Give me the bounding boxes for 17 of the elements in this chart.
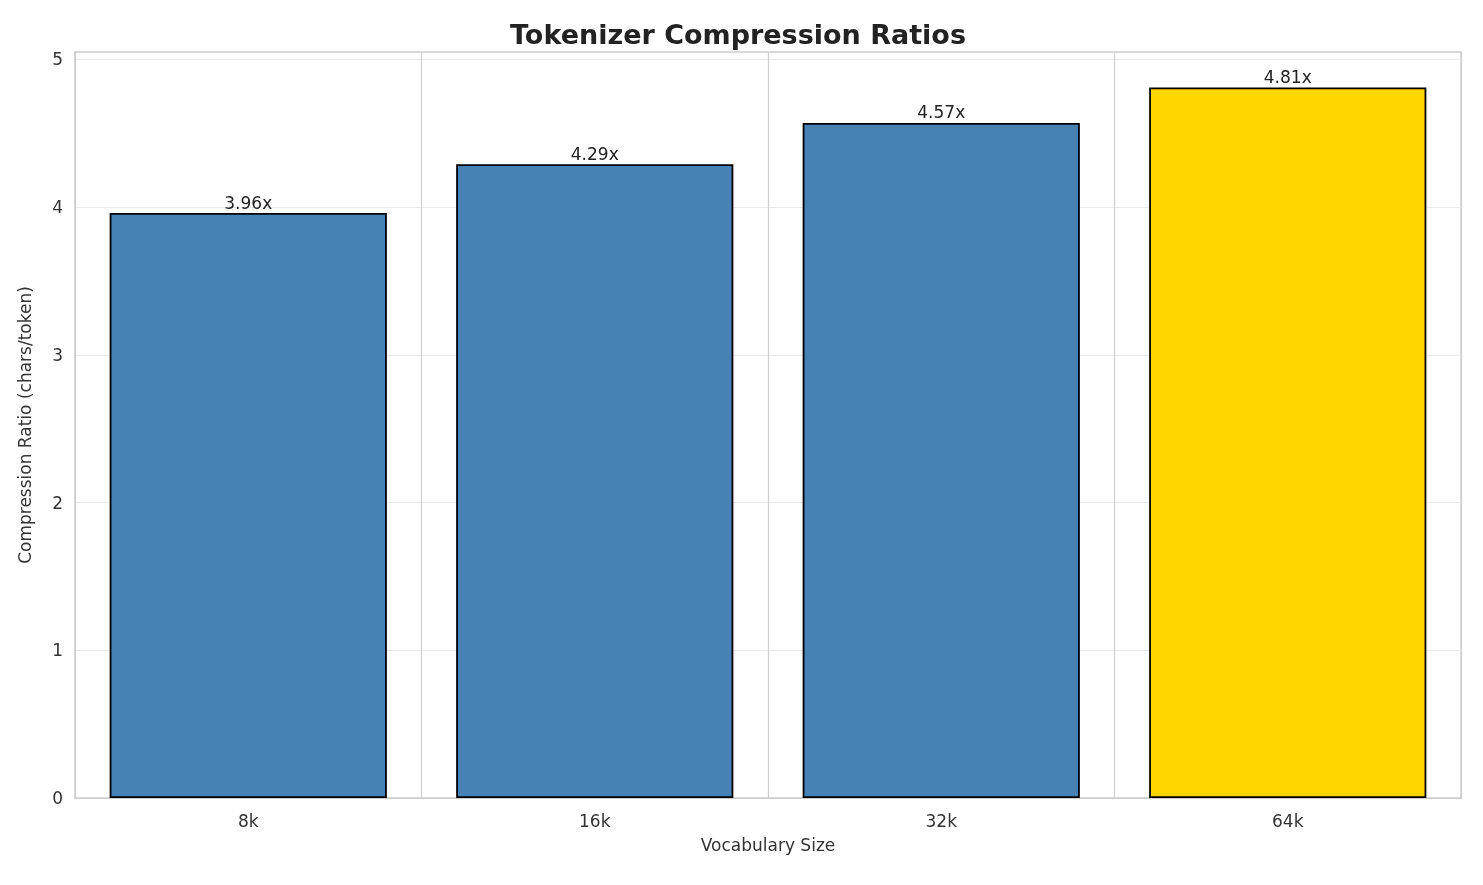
data-label: 4.57x [917, 102, 966, 123]
y-tick-label: 1 [52, 640, 63, 661]
data-label: 4.29x [570, 143, 619, 164]
y-tick-label: 0 [52, 788, 63, 808]
x-tick-label: 16k [579, 810, 611, 831]
y-axis-title: Compression Ratio (chars/token) [14, 286, 35, 564]
chart-title: Tokenizer Compression Ratios [510, 19, 966, 50]
x-tick-label: 8k [237, 810, 259, 831]
y-tick-label: 2 [52, 492, 63, 513]
x-tick-label: 32k [925, 810, 958, 831]
y-tick-label: 4 [52, 197, 63, 218]
y-tick-label: 5 [52, 49, 63, 70]
x-tick-label: 64k [1272, 810, 1304, 831]
data-label: 3.96x [224, 192, 273, 213]
data-label: 4.81x [1263, 66, 1312, 87]
x-axis-title: Vocabulary Size [700, 834, 836, 855]
y-tick-label: 3 [52, 344, 63, 365]
